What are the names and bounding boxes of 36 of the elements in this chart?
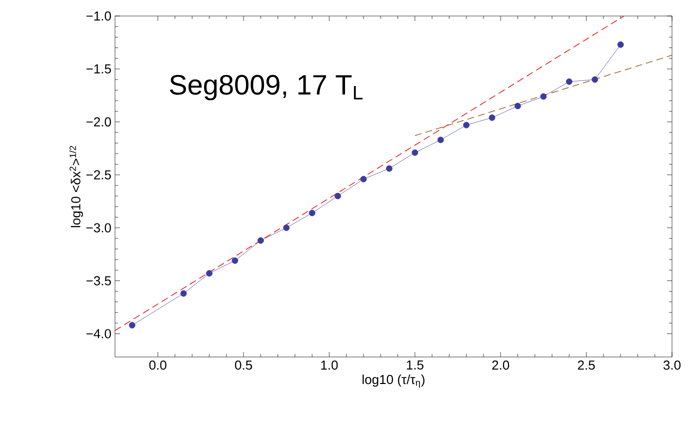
x-tick-label: 3.0	[663, 360, 681, 370]
annotation: Seg8009, 17 T$_{L}$	[170, 74, 363, 100]
point	[360, 176, 367, 182]
point	[488, 114, 496, 121]
y-tick-label: −3.5	[86, 276, 111, 286]
point	[334, 192, 342, 200]
y-axis-title: log10 <δx$^{2}$>$^{1/2}$	[69, 146, 83, 228]
y-tick-label: −3.0	[86, 223, 111, 232]
point	[128, 322, 136, 328]
x-tick-label: 1.0	[321, 360, 338, 370]
point	[514, 102, 521, 110]
point	[206, 270, 212, 277]
y-tick-label: −4.0	[86, 329, 111, 338]
x-tick-label: 2.0	[492, 360, 510, 370]
point	[232, 257, 238, 264]
point	[566, 78, 572, 85]
x-axis-title: log10 (τ/τ$_{η}$)	[362, 374, 424, 388]
y-tick-label: −2.5	[86, 170, 111, 180]
x-tick-label: 1.5	[406, 360, 424, 370]
x-tick-label: 0.5	[235, 360, 252, 370]
point	[257, 237, 264, 244]
point	[592, 76, 598, 83]
point	[308, 210, 316, 216]
y-tick-label: −1.0	[86, 11, 111, 21]
y-tick-label: −2.0	[86, 117, 111, 126]
point	[180, 290, 187, 297]
point	[617, 41, 624, 48]
point	[412, 149, 418, 156]
point	[283, 224, 290, 231]
point	[437, 136, 444, 144]
point	[386, 165, 392, 172]
point	[463, 122, 470, 128]
point	[540, 93, 547, 100]
x-tick-label: 0.0	[149, 360, 166, 370]
x-tick-label: 2.5	[578, 360, 595, 370]
y-tick-label: −1.5	[86, 64, 111, 74]
